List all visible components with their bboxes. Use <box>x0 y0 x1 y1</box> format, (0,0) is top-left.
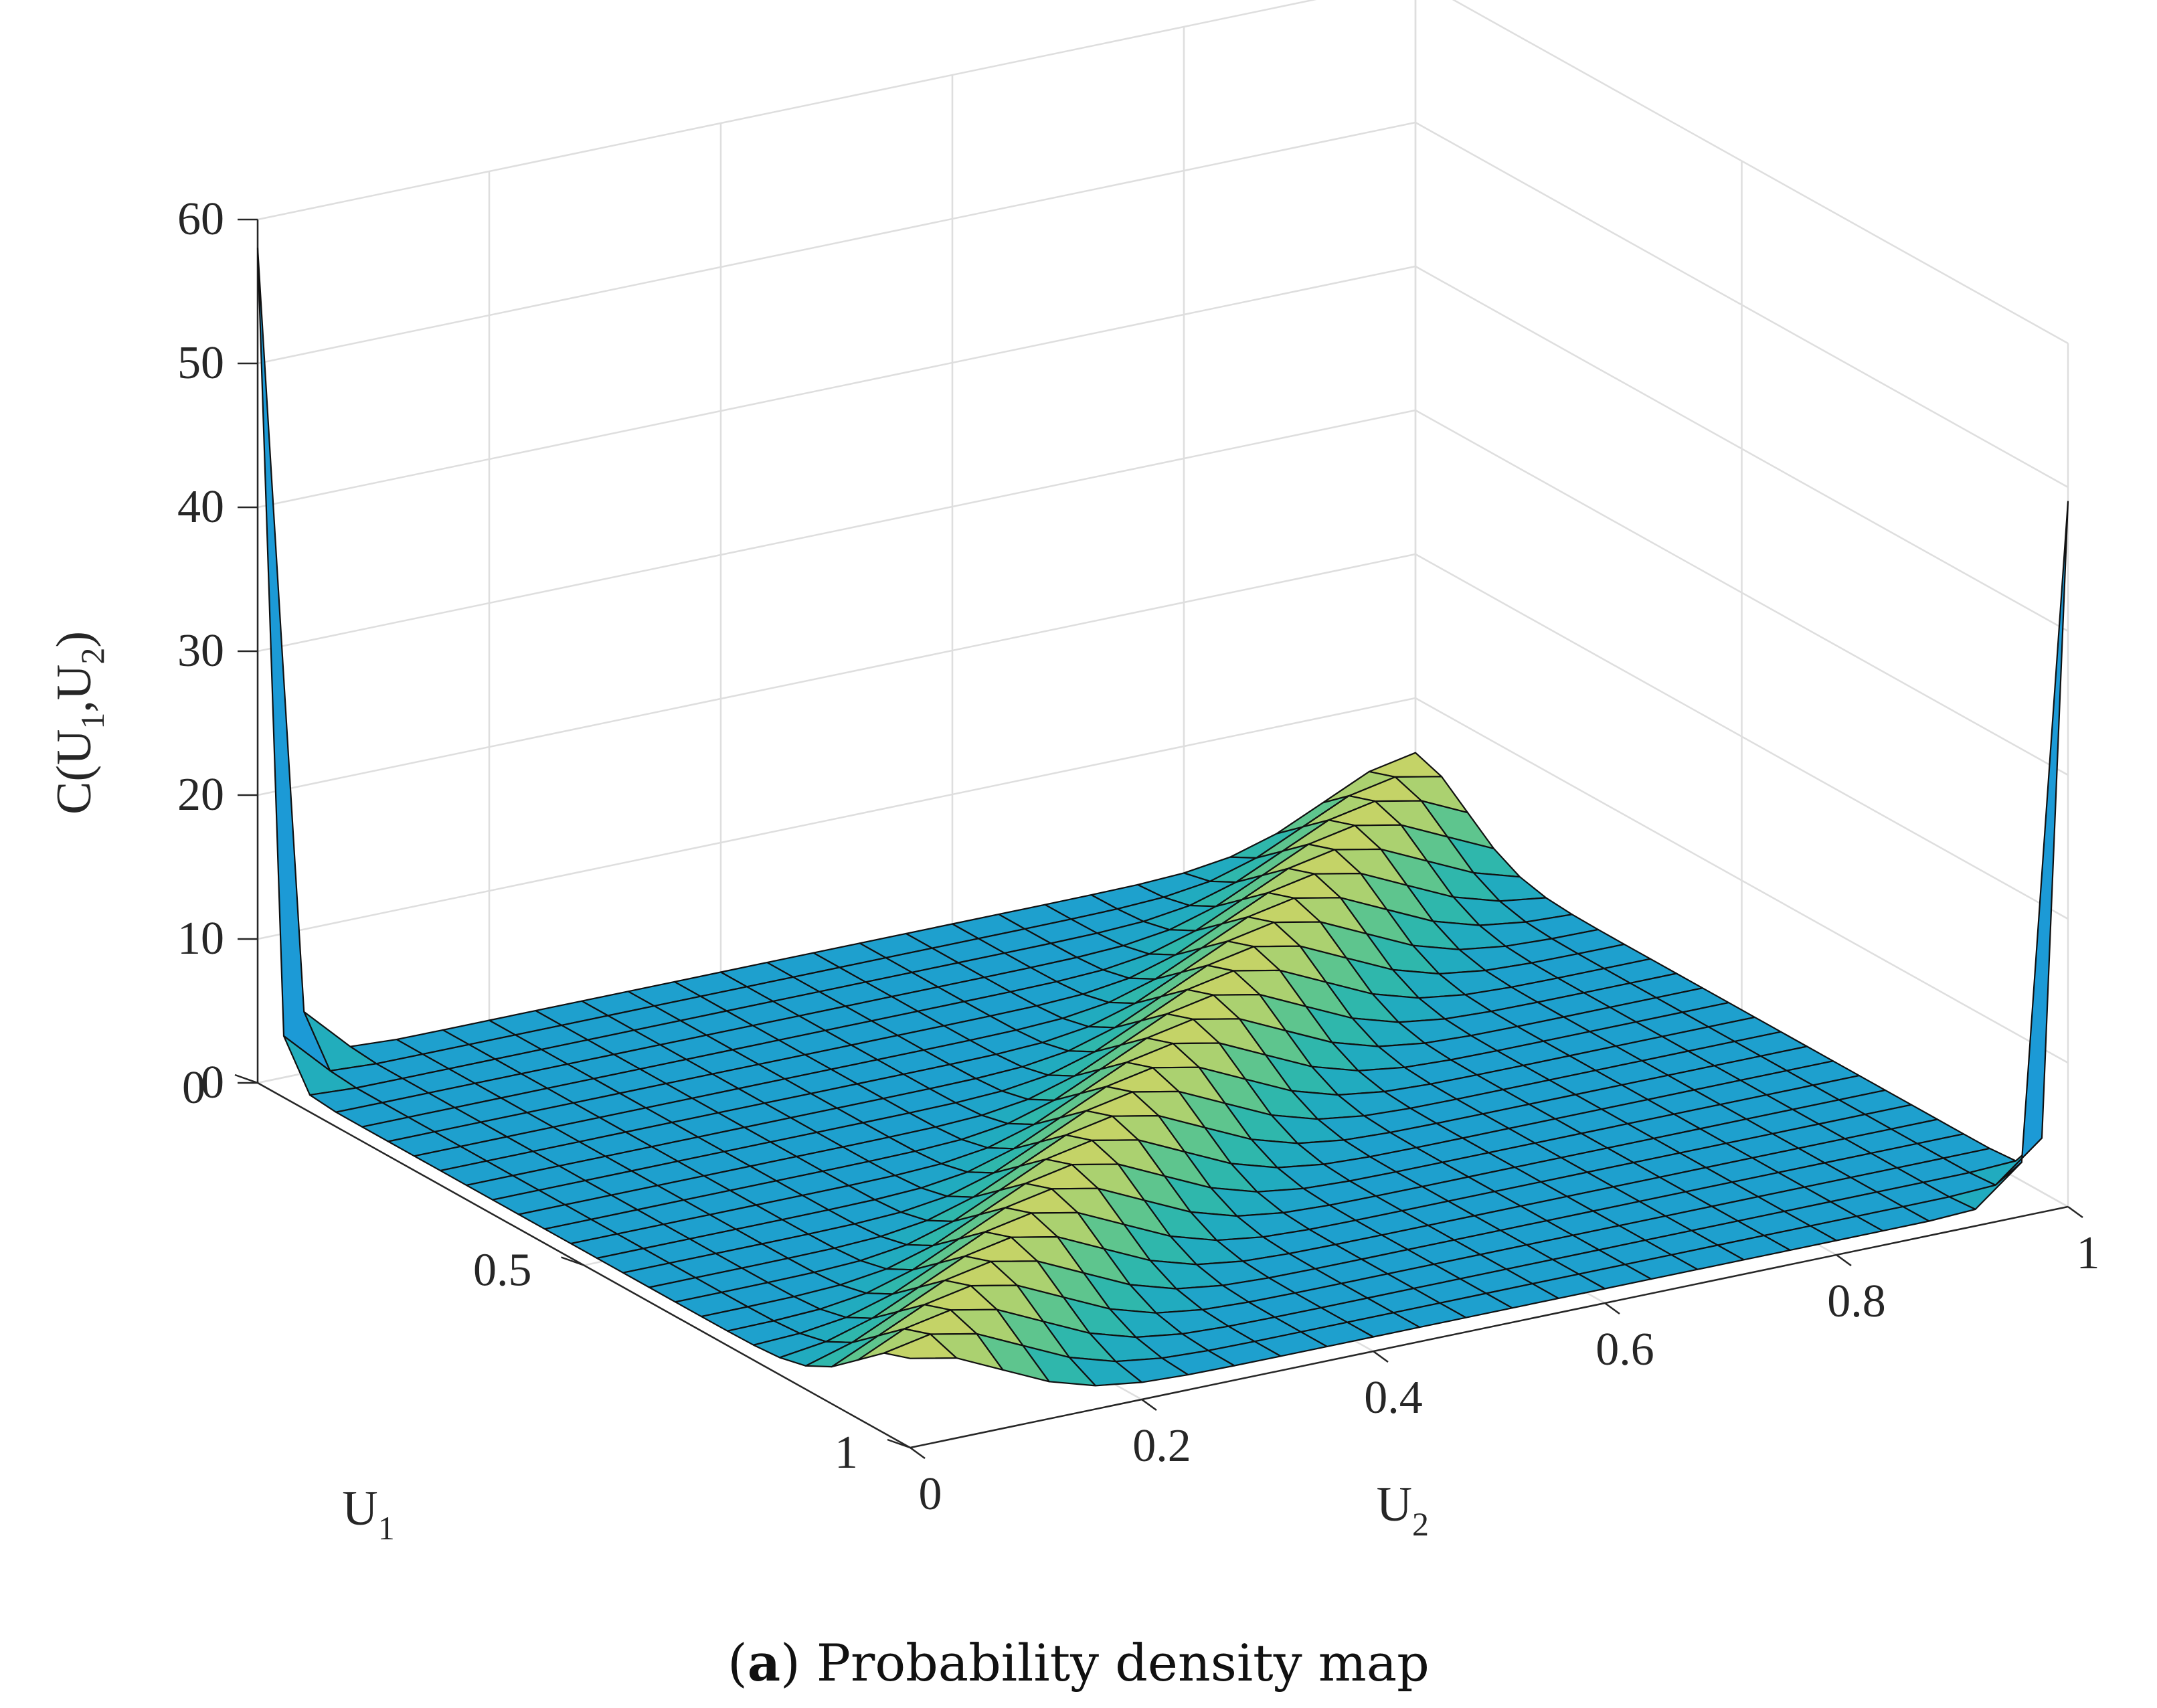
y-tick-mark <box>1604 1302 1620 1315</box>
y-tick-label: 0.6 <box>1595 1324 1654 1375</box>
x-tick-mark <box>887 1438 911 1449</box>
caption-open-paren: ( <box>727 1633 748 1693</box>
y-axis-label: U2 <box>1377 1477 1429 1543</box>
caption-panel-letter: a <box>747 1633 781 1693</box>
z-tick-label: 0 <box>201 1057 224 1108</box>
y-tick-label: 0.8 <box>1827 1276 1886 1327</box>
caption-text: Probability density map <box>816 1633 1430 1693</box>
gridline-z-back-wall <box>257 697 1416 940</box>
z-tick-label: 40 <box>177 481 224 533</box>
y-tick-label: 0.2 <box>1132 1420 1191 1472</box>
figure-caption: (a) Probability density map <box>0 1633 2157 1693</box>
x-axis-label: U1 <box>342 1481 394 1547</box>
y-tick-label: 0 <box>919 1468 942 1520</box>
y-axis-line <box>910 1205 2069 1449</box>
surface-face <box>256 247 331 1072</box>
gridline-z-back-wall <box>257 409 1416 653</box>
y-tick-label: 0.4 <box>1364 1372 1423 1424</box>
y-tick-mark <box>910 1446 926 1460</box>
z-axis-label: C(U1,U2) <box>47 631 111 815</box>
z-tick-label: 60 <box>177 193 224 245</box>
z-tick-label: 30 <box>177 625 224 677</box>
gridline-z-back-wall <box>257 553 1416 796</box>
surface-face <box>1994 501 2069 1186</box>
y-tick-mark <box>1373 1350 1389 1363</box>
gridline-z-back-wall <box>257 0 1317 221</box>
surface-mesh <box>256 247 2069 1387</box>
y-tick-label: 1 <box>2077 1227 2100 1279</box>
y-tick-mark <box>1141 1398 1157 1412</box>
z-tick-label: 20 <box>177 769 224 821</box>
x-tick-mark <box>561 1256 584 1266</box>
x-tick-label: 1 <box>835 1427 858 1478</box>
caption-close-paren: ) <box>780 1633 800 1693</box>
x-tick-label: 0.5 <box>473 1245 532 1296</box>
gridline-z-back-wall <box>257 121 1416 365</box>
axes-layer <box>234 218 2083 1460</box>
gridline-z-back-wall <box>257 265 1416 509</box>
y-tick-mark <box>1836 1254 1852 1267</box>
labels-layer: U1 U2 C(U1,U2) 010203040506000.5100.20.4… <box>47 193 2100 1547</box>
z-tick-label: 50 <box>177 337 224 389</box>
z-tick-label: 10 <box>177 913 224 964</box>
x-tick-label: 0 <box>182 1062 205 1114</box>
x-tick-mark <box>234 1074 258 1084</box>
surface-face <box>883 1333 958 1359</box>
y-tick-mark <box>2067 1205 2083 1219</box>
